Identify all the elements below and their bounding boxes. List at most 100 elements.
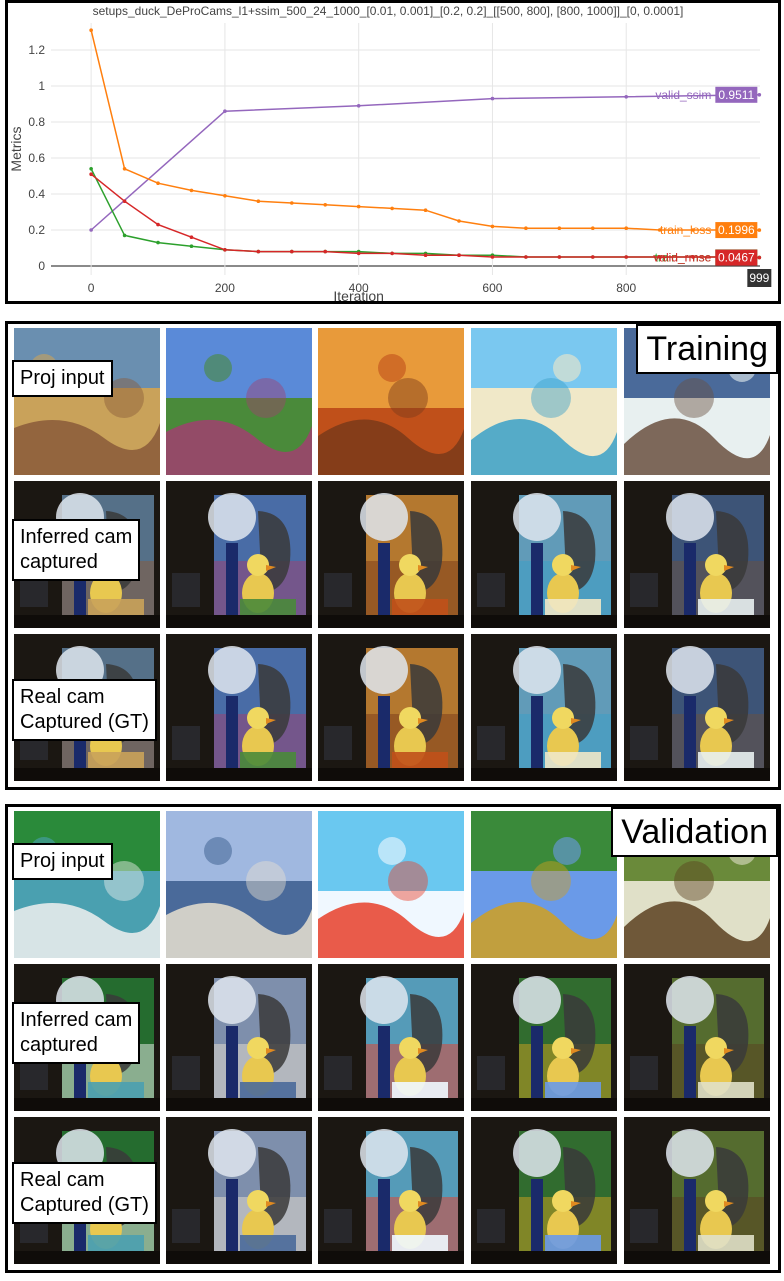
data-point-valid_rmse — [490, 255, 495, 259]
data-point-train_loss — [223, 194, 227, 198]
hover-x-box — [747, 269, 772, 287]
data-point-valid_ssim — [356, 104, 361, 108]
data-point-valid_rmse — [323, 249, 328, 254]
data-point-valid_rmse — [524, 255, 528, 259]
validation-row1-green-hills-painting-image — [471, 964, 617, 1111]
validation-row0-mountain-lake-image — [166, 811, 312, 958]
data-point-train_loss — [423, 208, 428, 212]
series-value-box — [715, 249, 758, 266]
data-point-train_loss — [122, 167, 127, 171]
data-point-train_loss — [390, 206, 394, 211]
y-tick-label: 0 — [38, 259, 45, 273]
data-point-valid_ssim — [757, 93, 762, 97]
training-row0-beach-poster-image — [471, 328, 617, 475]
hover-x-label: 999 — [749, 271, 769, 285]
metrics-chart: setups_duck_DeProCams_l1+ssim_500_24_100… — [5, 0, 781, 304]
training-row1-autumn-tree-image — [318, 481, 464, 628]
data-point-valid_ssim — [490, 96, 495, 101]
data-point-valid_rmse — [356, 251, 361, 256]
series-label-valid_ssim: valid_ssim — [655, 88, 711, 102]
data-point-train_loss — [156, 181, 160, 185]
data-point-train_loss — [189, 188, 194, 193]
data-point-train_loss — [757, 228, 762, 232]
data-point-train_loss — [557, 226, 562, 230]
data-point-valid_rmse — [657, 255, 662, 259]
validation-row-label-0: Proj input — [12, 843, 113, 880]
y-tick-label: 0.2 — [28, 223, 45, 237]
data-point-train_loss — [691, 228, 695, 232]
data-point-valid_rmse — [590, 255, 595, 259]
validation-row2-green-hills-painting-image — [471, 1117, 617, 1264]
data-point-train_loss — [657, 228, 662, 232]
training-row2-beach-poster-image — [471, 634, 617, 781]
validation-row0-summer-beach-image — [318, 811, 464, 958]
validation-row2-summer-beach-image — [318, 1117, 464, 1264]
data-point-train_loss — [256, 199, 261, 203]
x-tick-label: 200 — [215, 281, 235, 295]
data-point-valid_rmse — [624, 255, 629, 259]
validation-row-label-1: Inferred cam captured — [12, 1002, 141, 1064]
data-point-valid_rmse — [89, 172, 93, 176]
series-line-train_rmse — [90, 168, 760, 259]
validation-row0-forest-lake-image — [14, 811, 160, 958]
series-label-train_loss: train_loss — [660, 223, 711, 237]
x-tick-label: 400 — [349, 281, 369, 295]
data-point-valid_ssim — [89, 228, 93, 232]
data-point-valid_rmse — [289, 249, 294, 254]
y-tick-label: 0.4 — [28, 187, 45, 201]
x-tick-label: 800 — [616, 281, 636, 295]
series-value-valid_rmse: 0.0467 — [718, 251, 755, 265]
validation-row-label-2: Real cam Captured (GT) — [12, 1162, 157, 1224]
y-tick-label: 0.8 — [28, 115, 45, 129]
y-tick-label: 0.6 — [28, 151, 45, 165]
series-label-valid_rmse: valid_rmse — [653, 251, 711, 265]
series-line-valid_ssim — [90, 94, 760, 231]
x-tick-label: 0 — [88, 281, 95, 295]
data-point-train_rmse — [89, 167, 93, 171]
validation-title: Validation — [611, 807, 778, 857]
validation-row1-mountain-lake-image — [166, 964, 312, 1111]
data-point-train_loss — [624, 226, 629, 230]
training-row0-autumn-tree-image — [318, 328, 464, 475]
data-point-valid_ssim — [223, 109, 227, 113]
y-tick-label: 1 — [38, 79, 45, 93]
x-axis-label: Iteration — [333, 288, 384, 301]
data-point-train_loss — [356, 204, 361, 209]
data-point-train_rmse — [156, 240, 160, 245]
training-panel: Training Proj input Inferred cam captured R… — [5, 321, 781, 790]
series-value-valid_ssim: 0.9511 — [718, 88, 754, 102]
data-point-valid_rmse — [189, 235, 194, 239]
data-point-train_loss — [323, 203, 328, 207]
validation-panel: Validation Proj input Inferred cam capture… — [5, 804, 781, 1273]
series-value-box — [715, 222, 758, 239]
data-point-valid_rmse — [223, 248, 227, 252]
validation-row0-green-hills-painting-image — [471, 811, 617, 958]
chart-title: setups_duck_DeProCams_l1+ssim_500_24_100… — [93, 4, 684, 18]
training-row0-impressionist-landscape-image — [14, 328, 160, 475]
training-row1-seascape-painting-image — [624, 481, 770, 628]
data-point-valid_rmse — [156, 222, 160, 227]
data-point-train_loss — [524, 226, 528, 230]
chart-svg: setups_duck_DeProCams_l1+ssim_500_24_100… — [8, 4, 772, 301]
training-row1-garden-with-hedges-image — [166, 481, 312, 628]
validation-row1-forest-stream-painting-image — [624, 964, 770, 1111]
data-point-valid_rmse — [691, 255, 695, 259]
data-point-valid_rmse — [423, 253, 428, 257]
training-row1-beach-poster-image — [471, 481, 617, 628]
data-point-valid_rmse — [122, 199, 127, 203]
training-title: Training — [636, 324, 778, 374]
validation-row1-summer-beach-image — [318, 964, 464, 1111]
training-row2-seascape-painting-image — [624, 634, 770, 781]
data-point-train_loss — [590, 226, 595, 230]
series-value-train_loss: 0.1996 — [718, 223, 755, 237]
series-value-box — [715, 86, 758, 103]
data-point-train_rmse — [189, 244, 194, 248]
training-row-label-0: Proj input — [12, 360, 113, 397]
data-point-train_rmse — [122, 233, 127, 238]
data-point-train_loss — [457, 219, 461, 223]
data-point-train_loss — [289, 201, 294, 205]
x-tick-label: 600 — [482, 281, 502, 295]
training-row2-garden-with-hedges-image — [166, 634, 312, 781]
data-point-train_loss — [490, 224, 495, 229]
training-row0-garden-with-hedges-image — [166, 328, 312, 475]
